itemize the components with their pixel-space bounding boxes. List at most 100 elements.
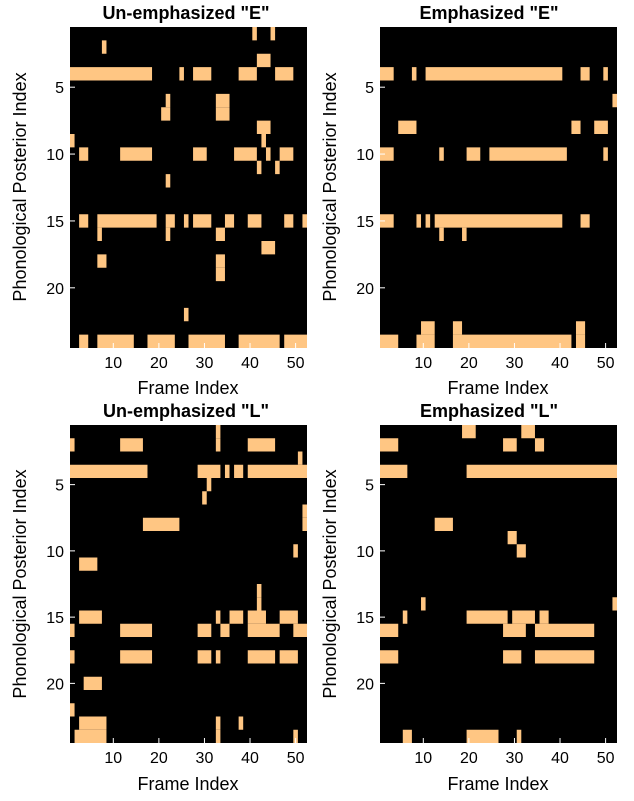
active-cell [83,676,102,690]
x-axis-ticks: 10 20 30 40 50 [104,343,305,372]
panel-title: Emphasized "E" [419,3,558,23]
active-cell [534,623,595,637]
heatmap-cells [70,27,307,348]
heatmap-cells [380,67,617,348]
active-cell [439,227,444,241]
active-cell [503,650,522,664]
panel-title: Un-emphasized "E" [102,3,269,23]
active-cell [380,67,394,81]
y-tick-label: 20 [46,281,64,298]
active-cell [70,703,75,717]
active-cell [215,716,221,730]
active-cell [238,716,244,730]
active-cell [297,451,303,465]
active-cell [79,610,102,624]
x-tick-label: 10 [414,750,432,767]
panel-unemphasized-e: Un-emphasized "E" 10 20 30 40 50 5 10 15 20 Fra… [10,3,307,398]
active-cell [380,650,399,664]
active-cell [256,584,262,598]
active-cell [183,214,189,228]
active-cell [70,650,75,664]
active-cell [571,120,581,134]
x-tick-label: 10 [414,355,432,372]
active-cell [279,610,298,624]
active-cell [580,67,590,81]
y-tick-label: 15 [46,610,64,627]
active-cell [97,334,134,348]
x-tick-label: 30 [196,355,214,372]
active-cell [79,214,89,228]
active-cell [70,623,75,637]
active-cell [120,147,153,161]
x-axis-label: Frame Index [137,774,238,794]
active-cell [224,464,230,478]
active-cell [439,147,444,161]
active-cell [97,227,102,241]
active-cell [603,147,608,161]
y-axis-label: Phonological Posterior Index [10,72,30,301]
active-cell [462,425,476,439]
active-cell [284,334,307,348]
y-axis-label: Phonological Posterior Index [320,469,340,698]
active-cell [466,147,481,161]
active-cell [425,67,563,81]
active-cell [270,27,276,41]
y-tick-label: 15 [356,214,374,231]
active-cell [229,610,244,624]
x-tick-label: 50 [287,750,305,767]
active-cell [238,334,280,348]
x-tick-label: 40 [241,355,259,372]
x-tick-label: 40 [241,750,259,767]
active-cell [462,227,467,241]
active-cell [70,464,148,478]
active-cell [594,120,608,134]
x-tick-label: 50 [597,750,615,767]
active-cell [402,729,412,743]
x-axis-ticks: 10 20 30 40 50 [414,343,615,372]
active-cell [503,438,517,452]
active-cell [275,67,294,81]
active-cell [612,597,617,611]
y-tick-label: 20 [356,676,374,693]
active-cell [97,254,107,268]
active-cell [275,160,280,175]
active-cell [215,650,221,664]
active-cell [215,610,221,624]
active-cell [79,147,89,161]
active-cell [380,623,399,637]
active-cell [79,716,107,730]
active-cell [247,610,266,624]
active-cell [279,147,294,161]
y-tick-label: 15 [46,214,64,231]
active-cell [261,134,266,148]
active-cell [247,214,262,228]
active-cell [512,610,535,624]
y-tick-label: 5 [365,478,374,495]
active-cell [380,147,394,161]
active-cell [539,610,549,624]
y-tick-label: 10 [356,147,374,164]
y-tick-label: 10 [46,147,64,164]
active-cell [256,160,262,175]
active-cell [147,334,175,348]
active-cell [612,93,617,108]
active-cell [575,321,586,335]
y-axis-label: Phonological Posterior Index [10,469,30,698]
active-cell [206,478,212,492]
panel-unemphasized-l: Un-emphasized "L" 10 20 30 40 50 5 10 15 20 Fra… [10,401,307,794]
active-cell [534,650,595,664]
active-cell [193,147,207,161]
active-cell [197,464,221,478]
active-cell [215,425,221,439]
x-tick-label: 40 [551,355,569,372]
active-cell [466,610,508,624]
active-cell [70,438,75,452]
panel-emphasized-e: Emphasized "E" 10 20 30 40 50 5 10 15 20 Frame … [320,3,617,398]
active-cell [79,334,89,348]
active-cell [380,334,399,348]
active-cell [380,438,399,452]
active-cell [416,334,435,348]
active-cell [261,241,276,255]
active-cell [398,120,417,134]
